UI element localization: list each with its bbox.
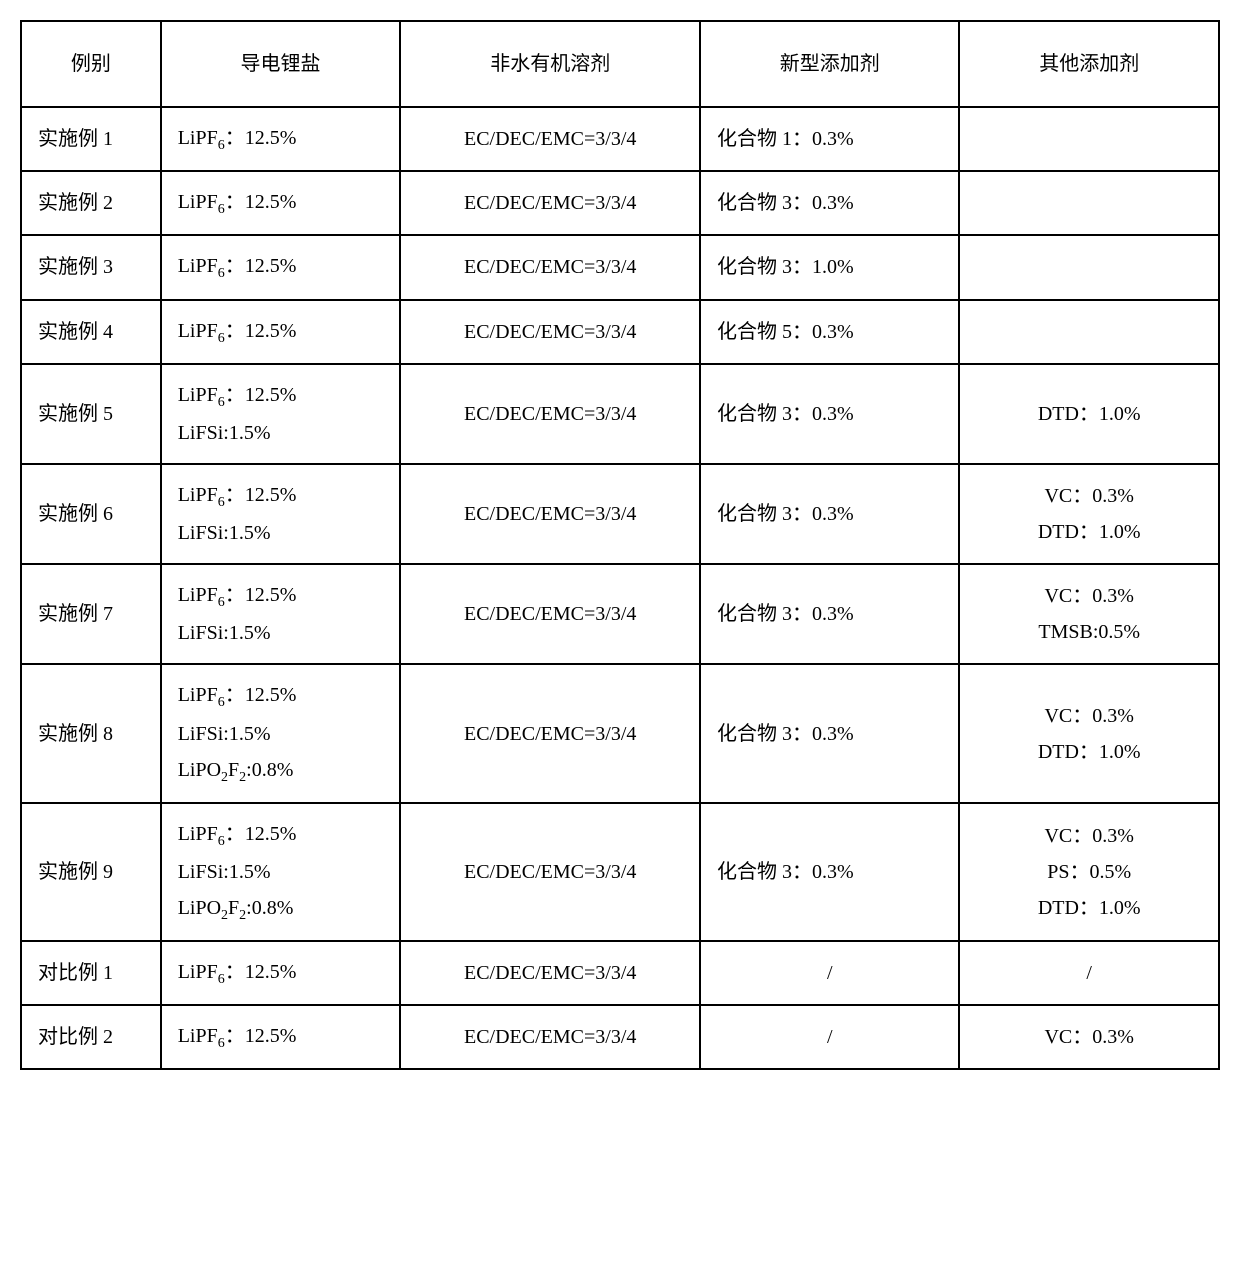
cell-salt: LiPF6：12.5% [161, 300, 401, 364]
table-row: 实施例 9LiPF6：12.5%LiFSi:1.5%LiPO2F2:0.8%EC… [21, 803, 1219, 941]
table-row: 实施例 5LiPF6：12.5%LiFSi:1.5%EC/DEC/EMC=3/3… [21, 364, 1219, 464]
table-header-row: 例别 导电锂盐 非水有机溶剂 新型添加剂 其他添加剂 [21, 21, 1219, 107]
cell-solvent: EC/DEC/EMC=3/3/4 [400, 464, 700, 564]
cell-additive1: 化合物 3：0.3% [700, 803, 959, 941]
cell-salt: LiPF6：12.5% [161, 941, 401, 1005]
cell-additive1: 化合物 3：0.3% [700, 464, 959, 564]
table-row: 对比例 1LiPF6：12.5%EC/DEC/EMC=3/3/4// [21, 941, 1219, 1005]
cell-additive1: 化合物 5：0.3% [700, 300, 959, 364]
header-salt: 导电锂盐 [161, 21, 401, 107]
cell-salt: LiPF6：12.5%LiFSi:1.5%LiPO2F2:0.8% [161, 664, 401, 802]
cell-salt: LiPF6：12.5% [161, 1005, 401, 1069]
cell-example: 对比例 1 [21, 941, 161, 1005]
cell-solvent: EC/DEC/EMC=3/3/4 [400, 664, 700, 802]
cell-example: 实施例 3 [21, 235, 161, 299]
cell-additive2: VC：0.3%DTD：1.0% [959, 464, 1219, 564]
cell-additive2: VC：0.3%DTD：1.0% [959, 664, 1219, 802]
table-row: 实施例 1LiPF6：12.5%EC/DEC/EMC=3/3/4化合物 1：0.… [21, 107, 1219, 171]
cell-example: 实施例 1 [21, 107, 161, 171]
cell-example: 实施例 7 [21, 564, 161, 664]
cell-solvent: EC/DEC/EMC=3/3/4 [400, 803, 700, 941]
cell-additive1: 化合物 3：1.0% [700, 235, 959, 299]
cell-example: 实施例 6 [21, 464, 161, 564]
table-row: 实施例 8LiPF6：12.5%LiFSi:1.5%LiPO2F2:0.8%EC… [21, 664, 1219, 802]
header-solvent: 非水有机溶剂 [400, 21, 700, 107]
cell-solvent: EC/DEC/EMC=3/3/4 [400, 171, 700, 235]
cell-salt: LiPF6：12.5% [161, 171, 401, 235]
cell-additive1: 化合物 3：0.3% [700, 564, 959, 664]
cell-salt: LiPF6：12.5% [161, 235, 401, 299]
table-row: 实施例 2LiPF6：12.5%EC/DEC/EMC=3/3/4化合物 3：0.… [21, 171, 1219, 235]
cell-additive2 [959, 171, 1219, 235]
electrolyte-composition-table: 例别 导电锂盐 非水有机溶剂 新型添加剂 其他添加剂 实施例 1LiPF6：12… [20, 20, 1220, 1070]
header-additive1: 新型添加剂 [700, 21, 959, 107]
table-row: 实施例 7LiPF6：12.5%LiFSi:1.5%EC/DEC/EMC=3/3… [21, 564, 1219, 664]
cell-solvent: EC/DEC/EMC=3/3/4 [400, 1005, 700, 1069]
cell-example: 实施例 8 [21, 664, 161, 802]
cell-salt: LiPF6：12.5%LiFSi:1.5%LiPO2F2:0.8% [161, 803, 401, 941]
cell-additive1: / [700, 1005, 959, 1069]
cell-salt: LiPF6：12.5%LiFSi:1.5% [161, 364, 401, 464]
table-row: 对比例 2LiPF6：12.5%EC/DEC/EMC=3/3/4/VC：0.3% [21, 1005, 1219, 1069]
cell-additive1: 化合物 3：0.3% [700, 171, 959, 235]
table-row: 实施例 4LiPF6：12.5%EC/DEC/EMC=3/3/4化合物 5：0.… [21, 300, 1219, 364]
cell-example: 实施例 2 [21, 171, 161, 235]
cell-additive2: DTD：1.0% [959, 364, 1219, 464]
cell-solvent: EC/DEC/EMC=3/3/4 [400, 564, 700, 664]
table-body: 实施例 1LiPF6：12.5%EC/DEC/EMC=3/3/4化合物 1：0.… [21, 107, 1219, 1069]
cell-additive1: 化合物 1：0.3% [700, 107, 959, 171]
header-example: 例别 [21, 21, 161, 107]
cell-additive1: 化合物 3：0.3% [700, 664, 959, 802]
cell-additive2: VC：0.3%TMSB:0.5% [959, 564, 1219, 664]
cell-example: 实施例 5 [21, 364, 161, 464]
cell-solvent: EC/DEC/EMC=3/3/4 [400, 941, 700, 1005]
table-row: 实施例 6LiPF6：12.5%LiFSi:1.5%EC/DEC/EMC=3/3… [21, 464, 1219, 564]
cell-additive2 [959, 107, 1219, 171]
cell-salt: LiPF6：12.5%LiFSi:1.5% [161, 564, 401, 664]
header-additive2: 其他添加剂 [959, 21, 1219, 107]
cell-additive2: VC：0.3% [959, 1005, 1219, 1069]
cell-salt: LiPF6：12.5%LiFSi:1.5% [161, 464, 401, 564]
cell-solvent: EC/DEC/EMC=3/3/4 [400, 107, 700, 171]
cell-additive2 [959, 235, 1219, 299]
table-row: 实施例 3LiPF6：12.5%EC/DEC/EMC=3/3/4化合物 3：1.… [21, 235, 1219, 299]
cell-salt: LiPF6：12.5% [161, 107, 401, 171]
cell-solvent: EC/DEC/EMC=3/3/4 [400, 300, 700, 364]
cell-example: 实施例 9 [21, 803, 161, 941]
cell-additive2: VC：0.3%PS：0.5%DTD：1.0% [959, 803, 1219, 941]
cell-additive1: / [700, 941, 959, 1005]
cell-solvent: EC/DEC/EMC=3/3/4 [400, 235, 700, 299]
cell-example: 实施例 4 [21, 300, 161, 364]
cell-solvent: EC/DEC/EMC=3/3/4 [400, 364, 700, 464]
cell-additive2 [959, 300, 1219, 364]
cell-additive2: / [959, 941, 1219, 1005]
cell-example: 对比例 2 [21, 1005, 161, 1069]
cell-additive1: 化合物 3：0.3% [700, 364, 959, 464]
